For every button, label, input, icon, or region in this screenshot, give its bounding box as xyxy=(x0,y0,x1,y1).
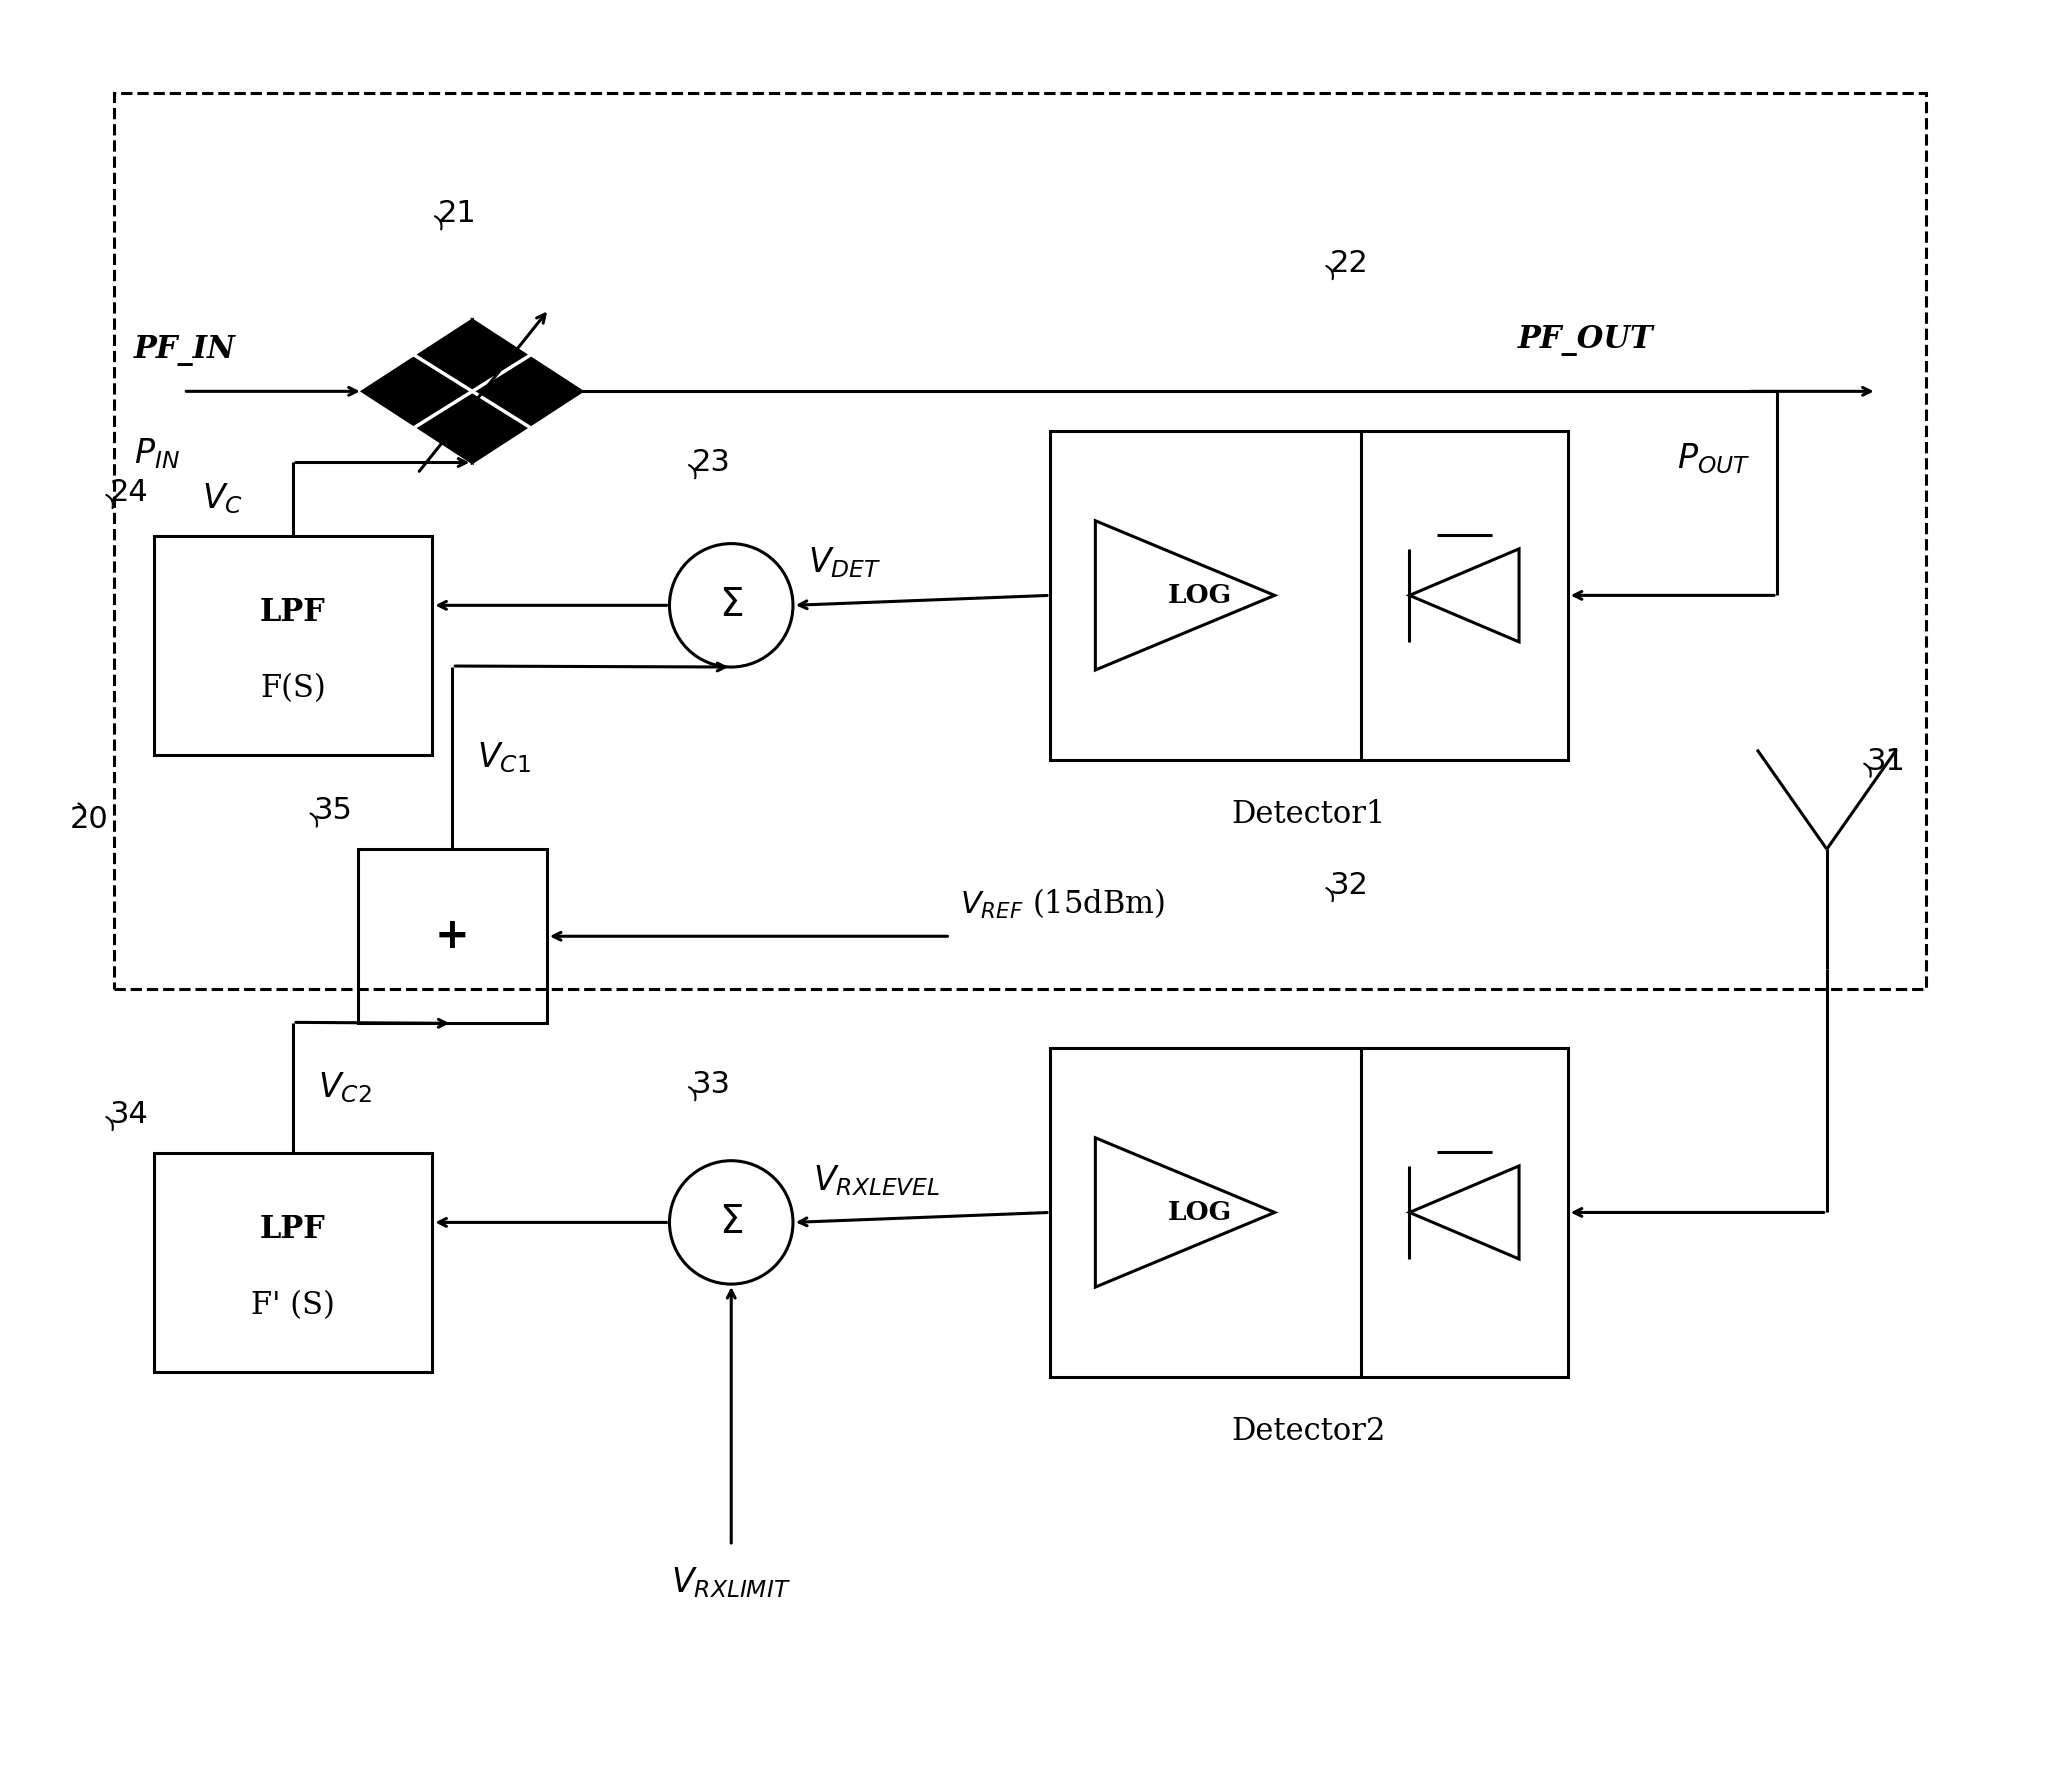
Text: 32: 32 xyxy=(1330,870,1369,900)
Text: PF_IN: PF_IN xyxy=(135,336,236,366)
Text: Detector2: Detector2 xyxy=(1232,1415,1385,1447)
Bar xyxy=(358,849,547,1022)
Text: LOG: LOG xyxy=(1168,1199,1232,1224)
Text: LPF: LPF xyxy=(261,596,325,628)
Text: $\Sigma$: $\Sigma$ xyxy=(719,586,743,624)
Text: $V_{RXLIMIT}$: $V_{RXLIMIT}$ xyxy=(671,1566,791,1601)
Bar xyxy=(1050,1049,1568,1376)
Text: 22: 22 xyxy=(1330,249,1369,278)
Text: 21: 21 xyxy=(437,200,476,228)
Text: LOG: LOG xyxy=(1168,582,1232,609)
Text: 23: 23 xyxy=(692,448,731,478)
Text: $P_{OUT}$: $P_{OUT}$ xyxy=(1678,440,1750,476)
Text: +: + xyxy=(435,915,470,957)
Text: 24: 24 xyxy=(110,478,147,506)
Text: $V_C$: $V_C$ xyxy=(203,481,242,517)
Text: $V_{RXLEVEL}$: $V_{RXLEVEL}$ xyxy=(814,1162,940,1198)
Bar xyxy=(1050,432,1568,759)
Text: LPF: LPF xyxy=(261,1214,325,1245)
Text: 33: 33 xyxy=(692,1070,731,1099)
Bar xyxy=(153,536,433,755)
Text: 34: 34 xyxy=(110,1100,149,1129)
Bar xyxy=(153,1153,433,1371)
Text: $\Sigma$: $\Sigma$ xyxy=(719,1203,743,1242)
Text: F(S): F(S) xyxy=(261,674,325,704)
Text: 31: 31 xyxy=(1868,747,1905,775)
Text: $P_{IN}$: $P_{IN}$ xyxy=(135,437,180,471)
Text: $V_{REF}$ (15dBm): $V_{REF}$ (15dBm) xyxy=(961,888,1166,922)
Text: PF_OUT: PF_OUT xyxy=(1518,325,1655,357)
Text: $V_{C2}$: $V_{C2}$ xyxy=(319,1070,371,1106)
Polygon shape xyxy=(362,320,472,462)
Text: F' (S): F' (S) xyxy=(251,1291,336,1321)
Text: $V_{DET}$: $V_{DET}$ xyxy=(808,547,882,580)
Text: Detector1: Detector1 xyxy=(1232,800,1385,830)
Text: $V_{C1}$: $V_{C1}$ xyxy=(476,741,530,775)
Text: 35: 35 xyxy=(313,796,352,826)
Polygon shape xyxy=(472,320,582,462)
Text: 20: 20 xyxy=(70,805,108,833)
Bar xyxy=(114,92,1926,989)
